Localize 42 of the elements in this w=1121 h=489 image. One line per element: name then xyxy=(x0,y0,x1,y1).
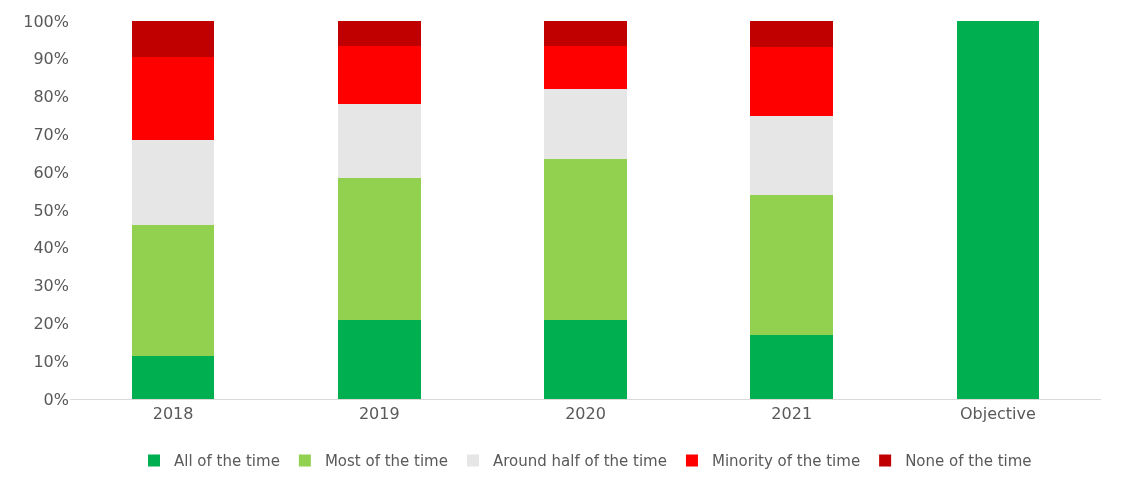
bar xyxy=(750,21,833,48)
bar xyxy=(750,194,833,335)
bar xyxy=(338,177,421,320)
bar xyxy=(544,21,627,46)
bar xyxy=(338,104,421,178)
bar xyxy=(544,45,627,90)
legend-label: None of the time xyxy=(905,452,1032,471)
x-tick-label: 2018 xyxy=(152,404,194,424)
bar xyxy=(131,21,215,57)
y-tick-label: 50% xyxy=(33,200,69,220)
bar xyxy=(750,115,833,195)
y-tick-label: 0% xyxy=(43,389,69,409)
legend-label: Most of the time xyxy=(324,452,448,471)
y-tick-label: 60% xyxy=(33,162,69,182)
legend-label: Minority of the time xyxy=(711,452,861,471)
bar xyxy=(750,47,833,116)
legend-label: All of the time xyxy=(174,452,280,471)
bar xyxy=(131,355,215,399)
bar xyxy=(544,158,627,320)
y-tick-label: 40% xyxy=(33,238,69,258)
y-tick-label: 100% xyxy=(23,11,69,31)
bar xyxy=(131,56,215,141)
x-tick-label: 2021 xyxy=(771,404,813,424)
bar xyxy=(544,89,627,159)
bar xyxy=(338,21,421,46)
bar xyxy=(956,21,1040,399)
legend-label: Around half of the time xyxy=(492,452,667,471)
bar xyxy=(544,319,627,399)
bar xyxy=(750,334,833,399)
x-tick-label: 2020 xyxy=(565,404,606,424)
x-tick-label: Objective xyxy=(959,404,1036,424)
y-tick-label: 90% xyxy=(33,49,69,69)
y-tick-label: 30% xyxy=(33,276,69,296)
bar xyxy=(338,45,421,105)
x-tick-label: 2019 xyxy=(358,404,400,424)
bar xyxy=(131,225,215,356)
y-tick-label: 80% xyxy=(33,87,69,107)
bar xyxy=(338,319,421,399)
y-tick-label: 10% xyxy=(33,351,69,371)
y-tick-label: 70% xyxy=(33,125,69,144)
bar xyxy=(131,140,215,226)
y-tick-label: 20% xyxy=(33,314,69,333)
